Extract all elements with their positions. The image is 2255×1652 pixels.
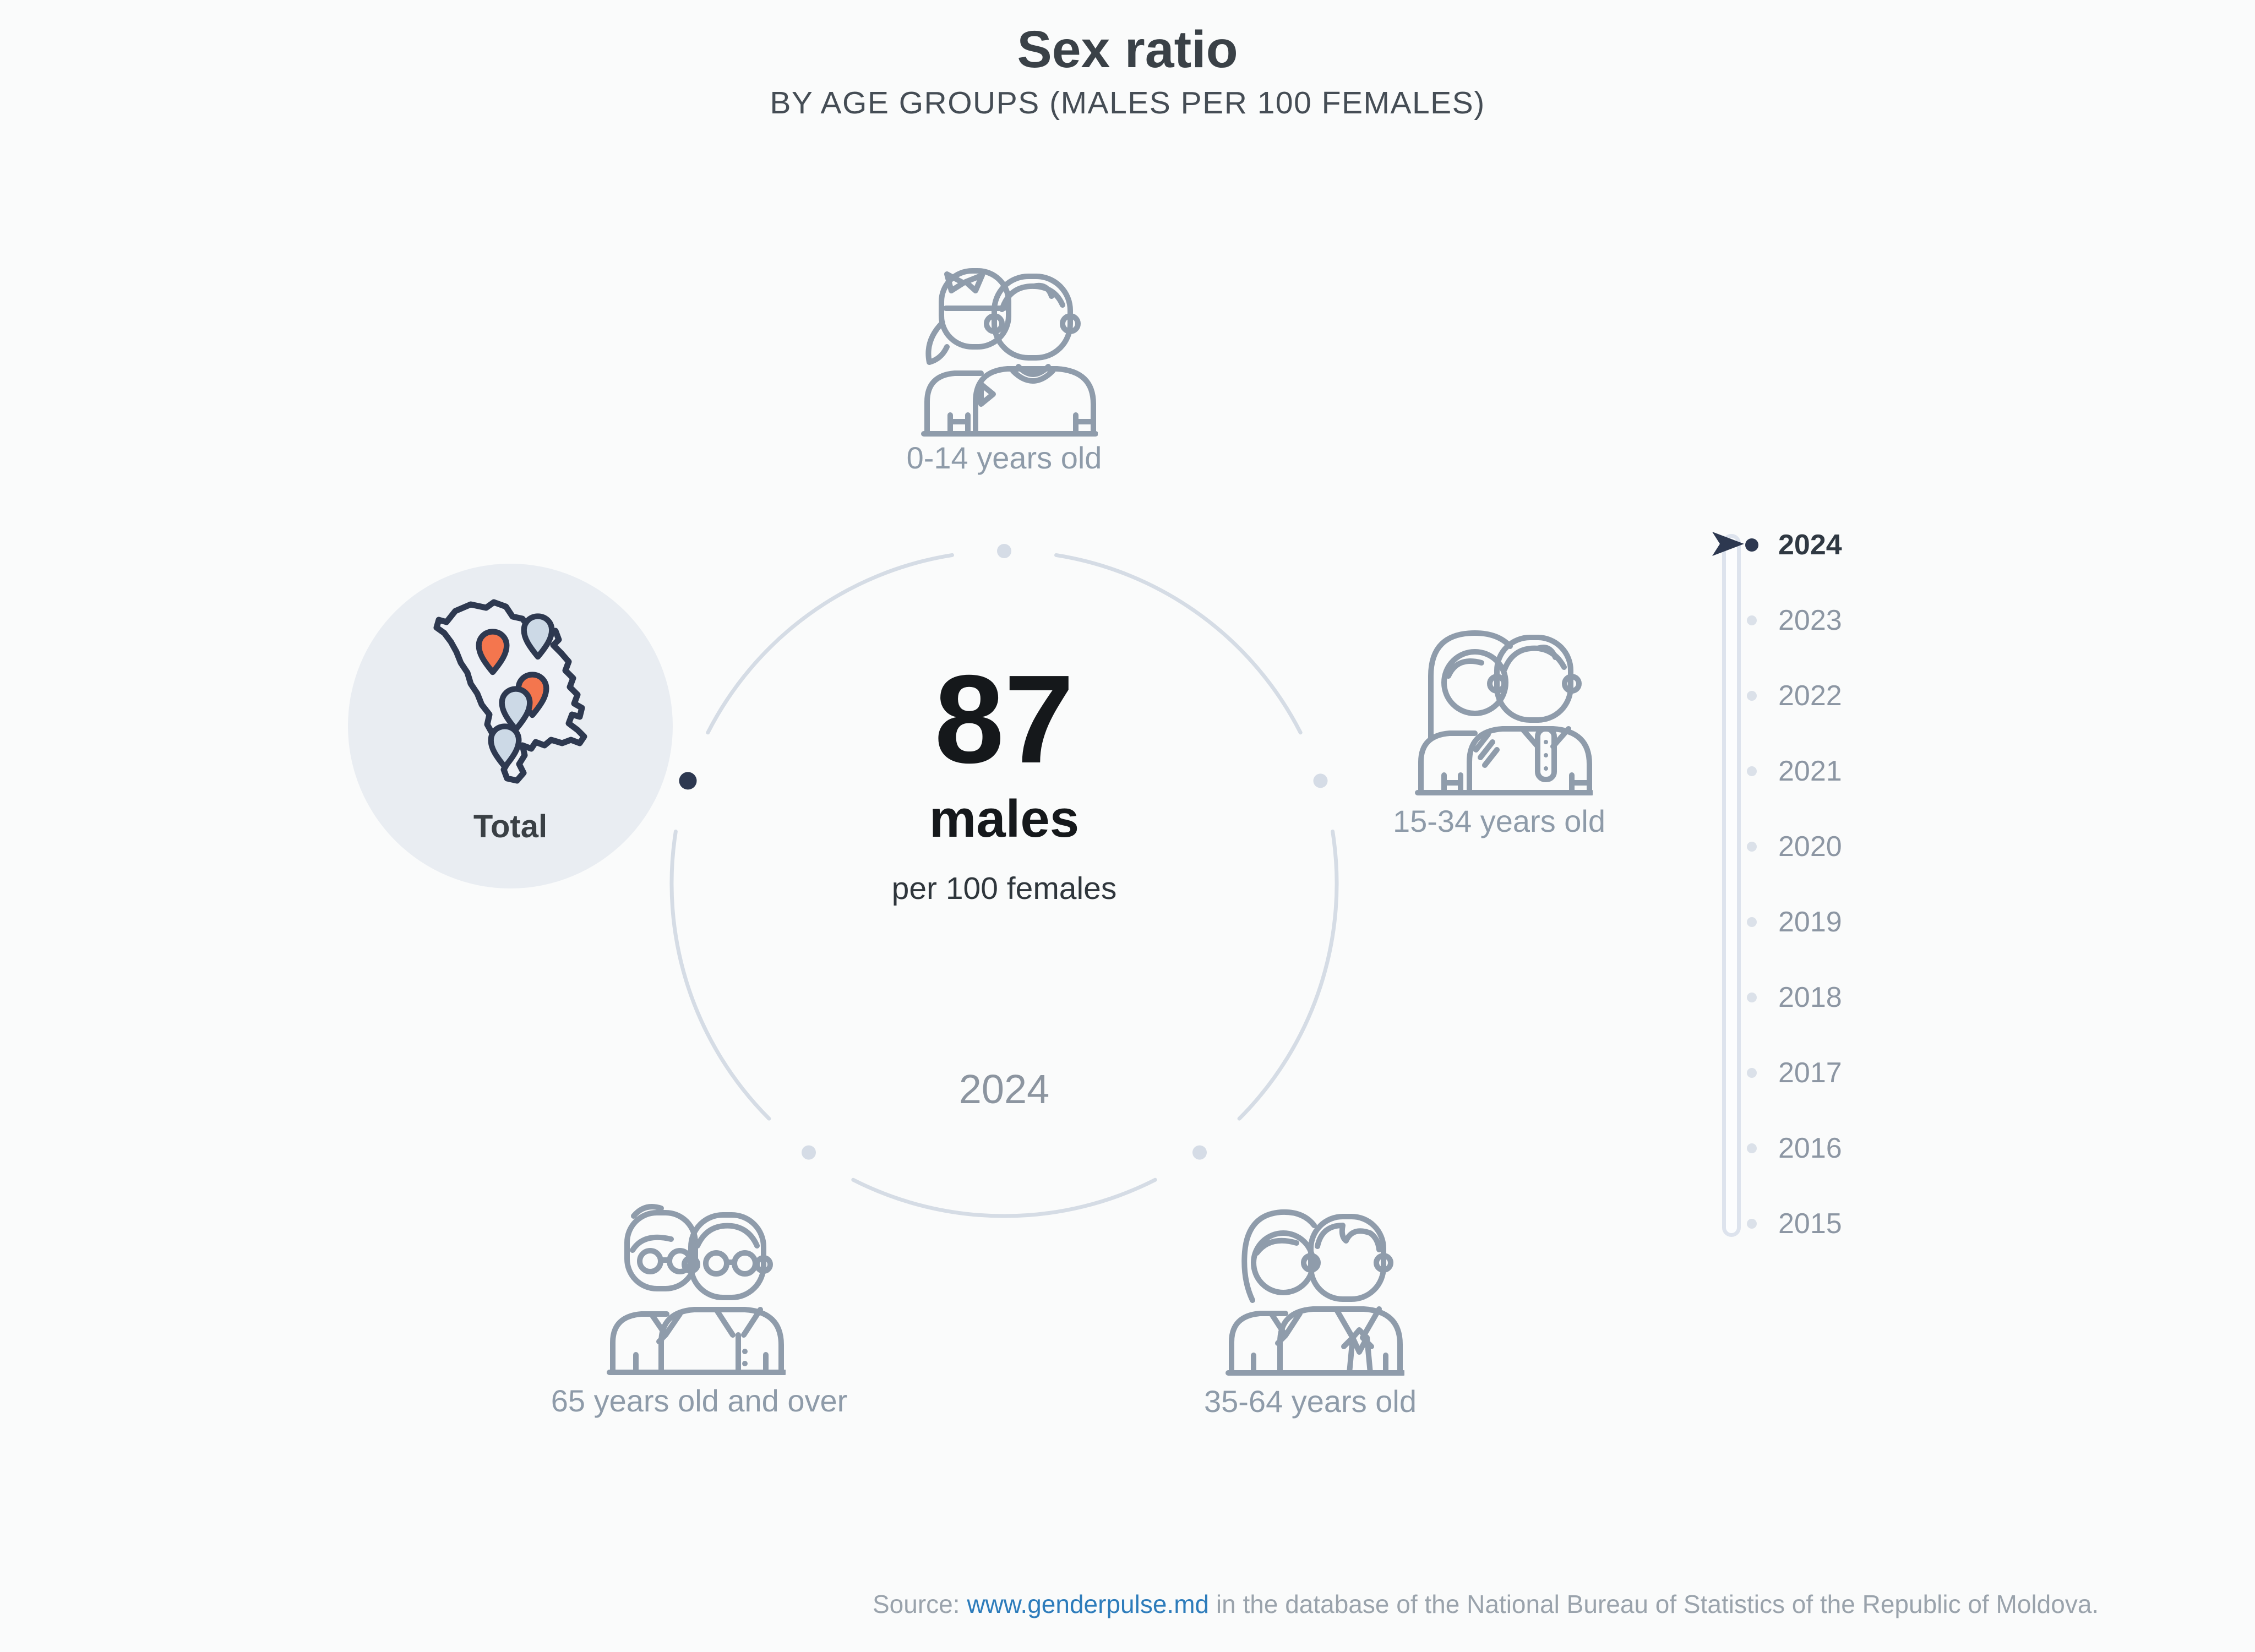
man-figure xyxy=(1467,635,1592,795)
gauge-value: 87 xyxy=(934,650,1074,789)
page-subtitle: BY AGE GROUPS (MALES PER 100 FEMALES) xyxy=(770,85,1485,121)
timeline-year-2020[interactable]: 2020 xyxy=(1707,827,1938,866)
category-label-0-14[interactable]: 0-14 years old xyxy=(906,440,1102,475)
senior-man-figure xyxy=(658,1212,784,1375)
children-pair-icon[interactable] xyxy=(911,252,1098,439)
arrow-cursor-icon[interactable] xyxy=(1712,532,1744,556)
gauge-per-label: per 100 females xyxy=(891,871,1117,906)
timeline-track[interactable] xyxy=(1722,534,1741,1237)
coat-buttons xyxy=(742,1349,748,1366)
year-dot xyxy=(1747,615,1757,625)
man-figure xyxy=(1277,1214,1403,1376)
category-label-15-34[interactable]: 15-34 years old xyxy=(1392,804,1605,838)
source-suffix: in the database of the National Bureau o… xyxy=(1209,1590,2099,1618)
source-prefix: Source: xyxy=(873,1590,967,1618)
year-dot xyxy=(1747,1143,1757,1153)
timeline-year-2017[interactable]: 2017 xyxy=(1707,1054,1938,1092)
map-pin-blue-icon xyxy=(521,613,555,660)
timeline-year-2023[interactable]: 2023 xyxy=(1707,601,1938,640)
timeline-year-2021[interactable]: 2021 xyxy=(1707,752,1938,790)
category-total[interactable]: Total xyxy=(348,564,673,888)
gauge-year: 2024 xyxy=(958,1066,1050,1112)
gauge-center: 87 males per 100 females 2024 xyxy=(674,0,1335,1652)
shirt-buttons xyxy=(1544,740,1548,771)
timeline-year-2016[interactable]: 2016 xyxy=(1707,1129,1938,1168)
woman-figure xyxy=(1229,1209,1317,1376)
map-pin-orange-icon xyxy=(476,629,510,675)
year-dot xyxy=(1747,842,1757,852)
gauge-unit: males xyxy=(929,789,1080,848)
year-dot xyxy=(1747,691,1757,701)
page-title: Sex ratio xyxy=(1017,20,1238,79)
category-label-35-64[interactable]: 35-64 years old xyxy=(1203,1384,1417,1419)
seniors-pair-icon[interactable] xyxy=(598,1191,786,1378)
young-adults-pair-icon[interactable] xyxy=(1406,611,1593,798)
year-dot xyxy=(1747,1219,1757,1229)
year-dot xyxy=(1747,993,1757,1002)
timeline-year-2022[interactable]: 2022 xyxy=(1707,677,1938,715)
timeline-year-2015[interactable]: 2015 xyxy=(1707,1204,1938,1243)
category-label-65-over[interactable]: 65 years old and over xyxy=(551,1383,848,1418)
map-pin-blue-icon xyxy=(488,723,522,770)
source-link[interactable]: www.genderpulse.md xyxy=(967,1590,1210,1618)
year-dot xyxy=(1747,917,1757,927)
woman-figure xyxy=(1418,630,1513,795)
timeline-year-2019[interactable]: 2019 xyxy=(1707,903,1938,941)
map-pin-blue-icon xyxy=(499,686,533,733)
year-dot xyxy=(1745,538,1758,552)
year-dot xyxy=(1747,1068,1757,1078)
source-line: Source: www.genderpulse.md in the databa… xyxy=(873,1589,2232,1620)
senior-woman-figure xyxy=(610,1204,698,1375)
timeline-year-2024[interactable]: 2024 xyxy=(1707,526,1938,564)
timeline-year-2018[interactable]: 2018 xyxy=(1707,978,1938,1017)
adults-pair-icon[interactable] xyxy=(1217,1191,1404,1378)
boy-figure xyxy=(973,274,1096,437)
year-timeline: 2024 2023 2022 2021 2020 2019 2018 2017 xyxy=(1707,517,1938,1299)
category-label-total: Total xyxy=(473,809,548,844)
year-dot xyxy=(1747,766,1757,776)
moldova-map-icon xyxy=(433,599,587,784)
